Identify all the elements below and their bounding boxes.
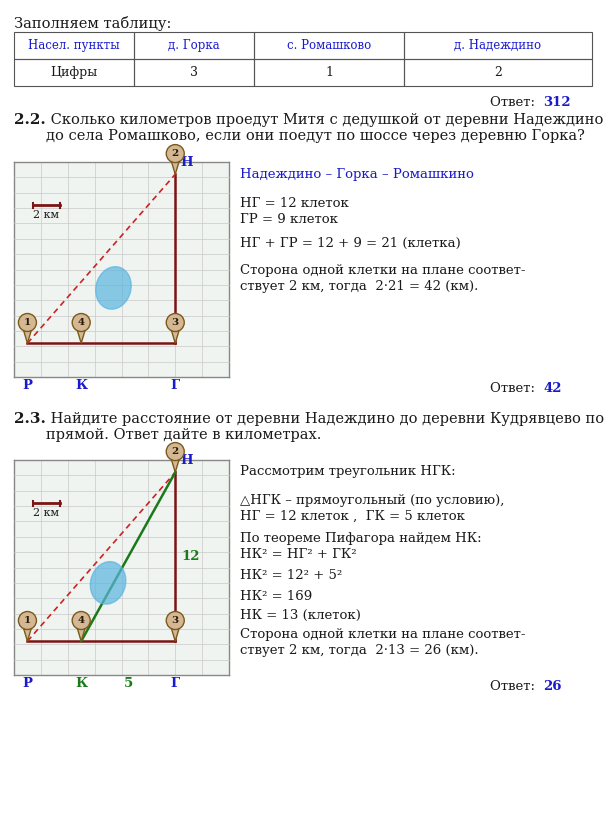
Text: 3: 3 (190, 66, 198, 79)
Text: 4: 4 (78, 318, 85, 327)
Circle shape (166, 443, 184, 461)
Text: НК² = 12² + 5²: НК² = 12² + 5² (240, 569, 342, 582)
Text: 1: 1 (325, 66, 333, 79)
Polygon shape (170, 156, 181, 174)
Bar (14, 32, 134, 59)
Text: 2 км: 2 км (33, 210, 59, 220)
Text: НК = 13 (клеток): НК = 13 (клеток) (240, 609, 361, 622)
Bar (14, 460, 229, 675)
Text: Заполняем таблицу:: Заполняем таблицу: (14, 16, 171, 31)
Circle shape (166, 145, 184, 163)
Polygon shape (170, 325, 181, 344)
Text: 3: 3 (171, 318, 179, 327)
Text: Найдите расстояние от деревни Надеждино до деревни Кудрявцево по
прямой. Ответ д: Найдите расстояние от деревни Надеждино … (46, 412, 604, 442)
Text: 1: 1 (24, 318, 31, 327)
Text: 2 км: 2 км (33, 508, 59, 518)
Circle shape (166, 314, 184, 331)
Circle shape (72, 314, 90, 331)
Polygon shape (22, 623, 33, 641)
Polygon shape (76, 623, 87, 641)
Bar (254, 32, 404, 59)
Text: с. Ромашково: с. Ромашково (287, 39, 371, 52)
Text: По теореме Пифагора найдем НК:: По теореме Пифагора найдем НК: (240, 532, 482, 545)
Text: Рассмотрим треугольник НГК:: Рассмотрим треугольник НГК: (240, 465, 456, 478)
Text: Н: Н (180, 454, 193, 467)
Text: Р: Р (22, 677, 33, 690)
Text: Г: Г (171, 677, 180, 690)
Circle shape (18, 611, 36, 629)
Text: ствует 2 км, тогда  2·21 = 42 (км).: ствует 2 км, тогда 2·21 = 42 (км). (240, 280, 478, 293)
Bar (14, 59, 134, 86)
Text: НГ + ГР = 12 + 9 = 21 (клетка): НГ + ГР = 12 + 9 = 21 (клетка) (240, 237, 461, 249)
Polygon shape (22, 325, 33, 344)
Text: 3: 3 (171, 616, 179, 625)
Text: 12: 12 (181, 550, 200, 563)
Bar (134, 59, 254, 86)
Polygon shape (76, 325, 87, 344)
Text: Ответ:: Ответ: (490, 96, 539, 109)
Text: Сколько километров проедут Митя с дедушкой от деревни Надеждино
до села Ромашков: Сколько километров проедут Митя с дедушк… (46, 113, 604, 143)
Bar (404, 59, 592, 86)
Text: Ответ:: Ответ: (490, 680, 539, 693)
Text: 2: 2 (171, 149, 179, 158)
Text: △НГК – прямоугольный (по условию),: △НГК – прямоугольный (по условию), (240, 494, 504, 507)
Text: Сторона одной клетки на плане соответ-: Сторона одной клетки на плане соответ- (240, 264, 525, 277)
Text: Р: Р (22, 379, 33, 392)
Text: Надеждино – Горка – Ромашкино: Надеждино – Горка – Ромашкино (240, 168, 474, 181)
Text: Ответ:: Ответ: (490, 382, 539, 395)
Text: 2: 2 (171, 447, 179, 456)
Bar (404, 32, 592, 59)
Text: НГ = 12 клеток: НГ = 12 клеток (240, 197, 349, 210)
Circle shape (18, 314, 36, 331)
Text: 42: 42 (543, 382, 562, 395)
Text: Г: Г (171, 379, 180, 392)
Text: Н: Н (180, 156, 193, 169)
Text: Насел. пункты: Насел. пункты (28, 39, 120, 52)
Text: 4: 4 (78, 616, 85, 625)
Text: Цифры: Цифры (50, 66, 98, 79)
Text: 2.3.: 2.3. (14, 412, 46, 426)
Polygon shape (170, 623, 181, 641)
Bar (254, 59, 404, 86)
Bar (134, 32, 254, 59)
Text: ГР = 9 клеток: ГР = 9 клеток (240, 213, 338, 225)
Polygon shape (170, 454, 181, 472)
Text: д. Надеждино: д. Надеждино (454, 39, 542, 52)
Circle shape (166, 611, 184, 629)
Ellipse shape (96, 267, 132, 309)
Text: 5: 5 (124, 677, 133, 690)
Text: Сторона одной клетки на плане соответ-: Сторона одной клетки на плане соответ- (240, 629, 525, 641)
Bar (14, 162, 229, 377)
Text: НК² = 169: НК² = 169 (240, 590, 312, 603)
Text: д. Горка: д. Горка (168, 39, 220, 52)
Text: НК² = НГ² + ГК²: НК² = НГ² + ГК² (240, 548, 356, 561)
Text: НГ = 12 клеток ,  ГК = 5 клеток: НГ = 12 клеток , ГК = 5 клеток (240, 510, 465, 523)
Ellipse shape (90, 562, 126, 604)
Text: 2: 2 (494, 66, 502, 79)
Text: 1: 1 (24, 616, 31, 625)
Text: ствует 2 км, тогда  2·13 = 26 (км).: ствует 2 км, тогда 2·13 = 26 (км). (240, 644, 479, 657)
Text: 312: 312 (543, 96, 571, 109)
Text: К: К (75, 677, 87, 690)
Circle shape (72, 611, 90, 629)
Text: К: К (75, 379, 87, 392)
Text: 26: 26 (543, 680, 562, 693)
Text: 2.2.: 2.2. (14, 113, 45, 127)
